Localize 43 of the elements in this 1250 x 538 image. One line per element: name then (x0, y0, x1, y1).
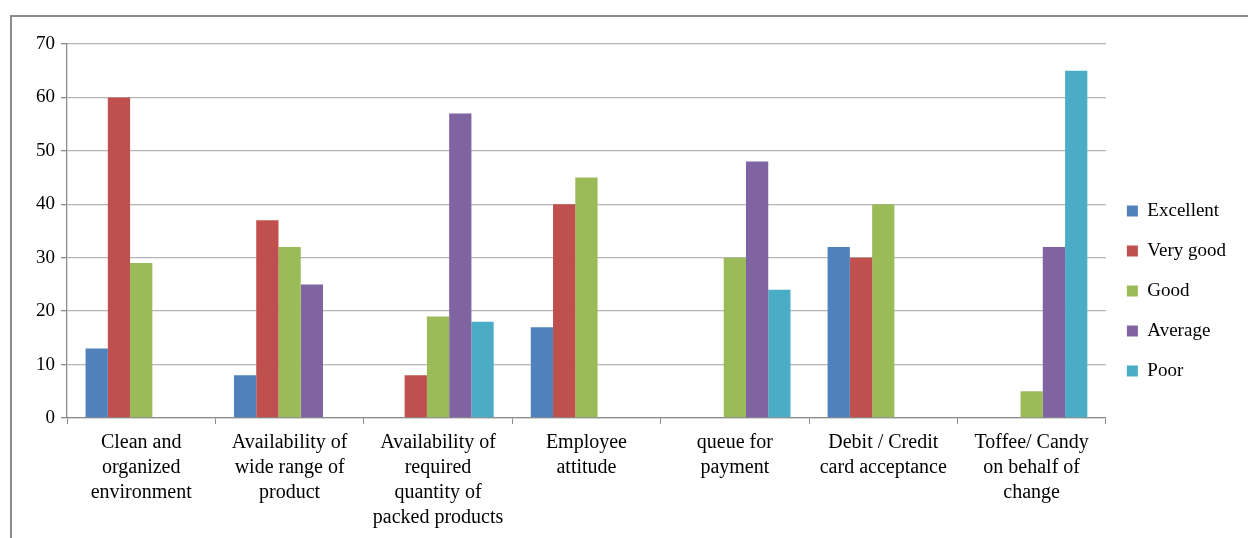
bar (426, 316, 450, 418)
bar (449, 113, 472, 418)
y-tick-label: 50 (36, 138, 55, 160)
legend-label: Average (1147, 318, 1211, 340)
bar (575, 177, 598, 418)
y-tick-label: 10 (36, 352, 55, 374)
bar (553, 204, 576, 418)
x-tick-label: Debit / Credit card acceptance (819, 429, 947, 478)
bar (530, 327, 554, 418)
bar (130, 263, 153, 418)
bar (85, 348, 108, 418)
bar (107, 97, 131, 418)
y-tick-label: 60 (36, 85, 55, 107)
bar (1020, 391, 1043, 418)
x-tick-label: Availability of wide range of product (231, 429, 348, 503)
bar (256, 220, 279, 418)
x-tick-label: queue for payment (696, 429, 774, 478)
bar (827, 247, 850, 418)
legend-label: Very good (1147, 238, 1227, 260)
bar (872, 204, 895, 418)
bar (849, 257, 873, 418)
x-tick-label: Availability of required quantity of packed products (372, 429, 504, 528)
bar (1042, 247, 1066, 418)
bar (723, 257, 746, 418)
bar (768, 289, 791, 418)
x-tick-label: Employee attitude (545, 429, 628, 477)
bar (300, 284, 324, 418)
x-tick-label: Clean and organized environment (90, 429, 193, 502)
legend-label: Good (1147, 278, 1191, 300)
y-tick-label: 70 (36, 31, 55, 53)
bar (233, 375, 257, 418)
y-tick-label: 0 (45, 405, 55, 427)
x-tick-label: Toffee/ Candy on behalf of change (974, 429, 1089, 503)
y-tick-label: 20 (36, 299, 55, 321)
bar (1065, 70, 1088, 418)
bar (278, 247, 301, 418)
legend-label: Poor (1147, 358, 1184, 380)
bar (404, 375, 427, 418)
bar (745, 161, 769, 418)
legend-label: Excellent (1147, 198, 1220, 220)
y-tick-label: 30 (36, 245, 55, 267)
bar (471, 321, 494, 418)
y-tick-label: 40 (36, 192, 55, 214)
